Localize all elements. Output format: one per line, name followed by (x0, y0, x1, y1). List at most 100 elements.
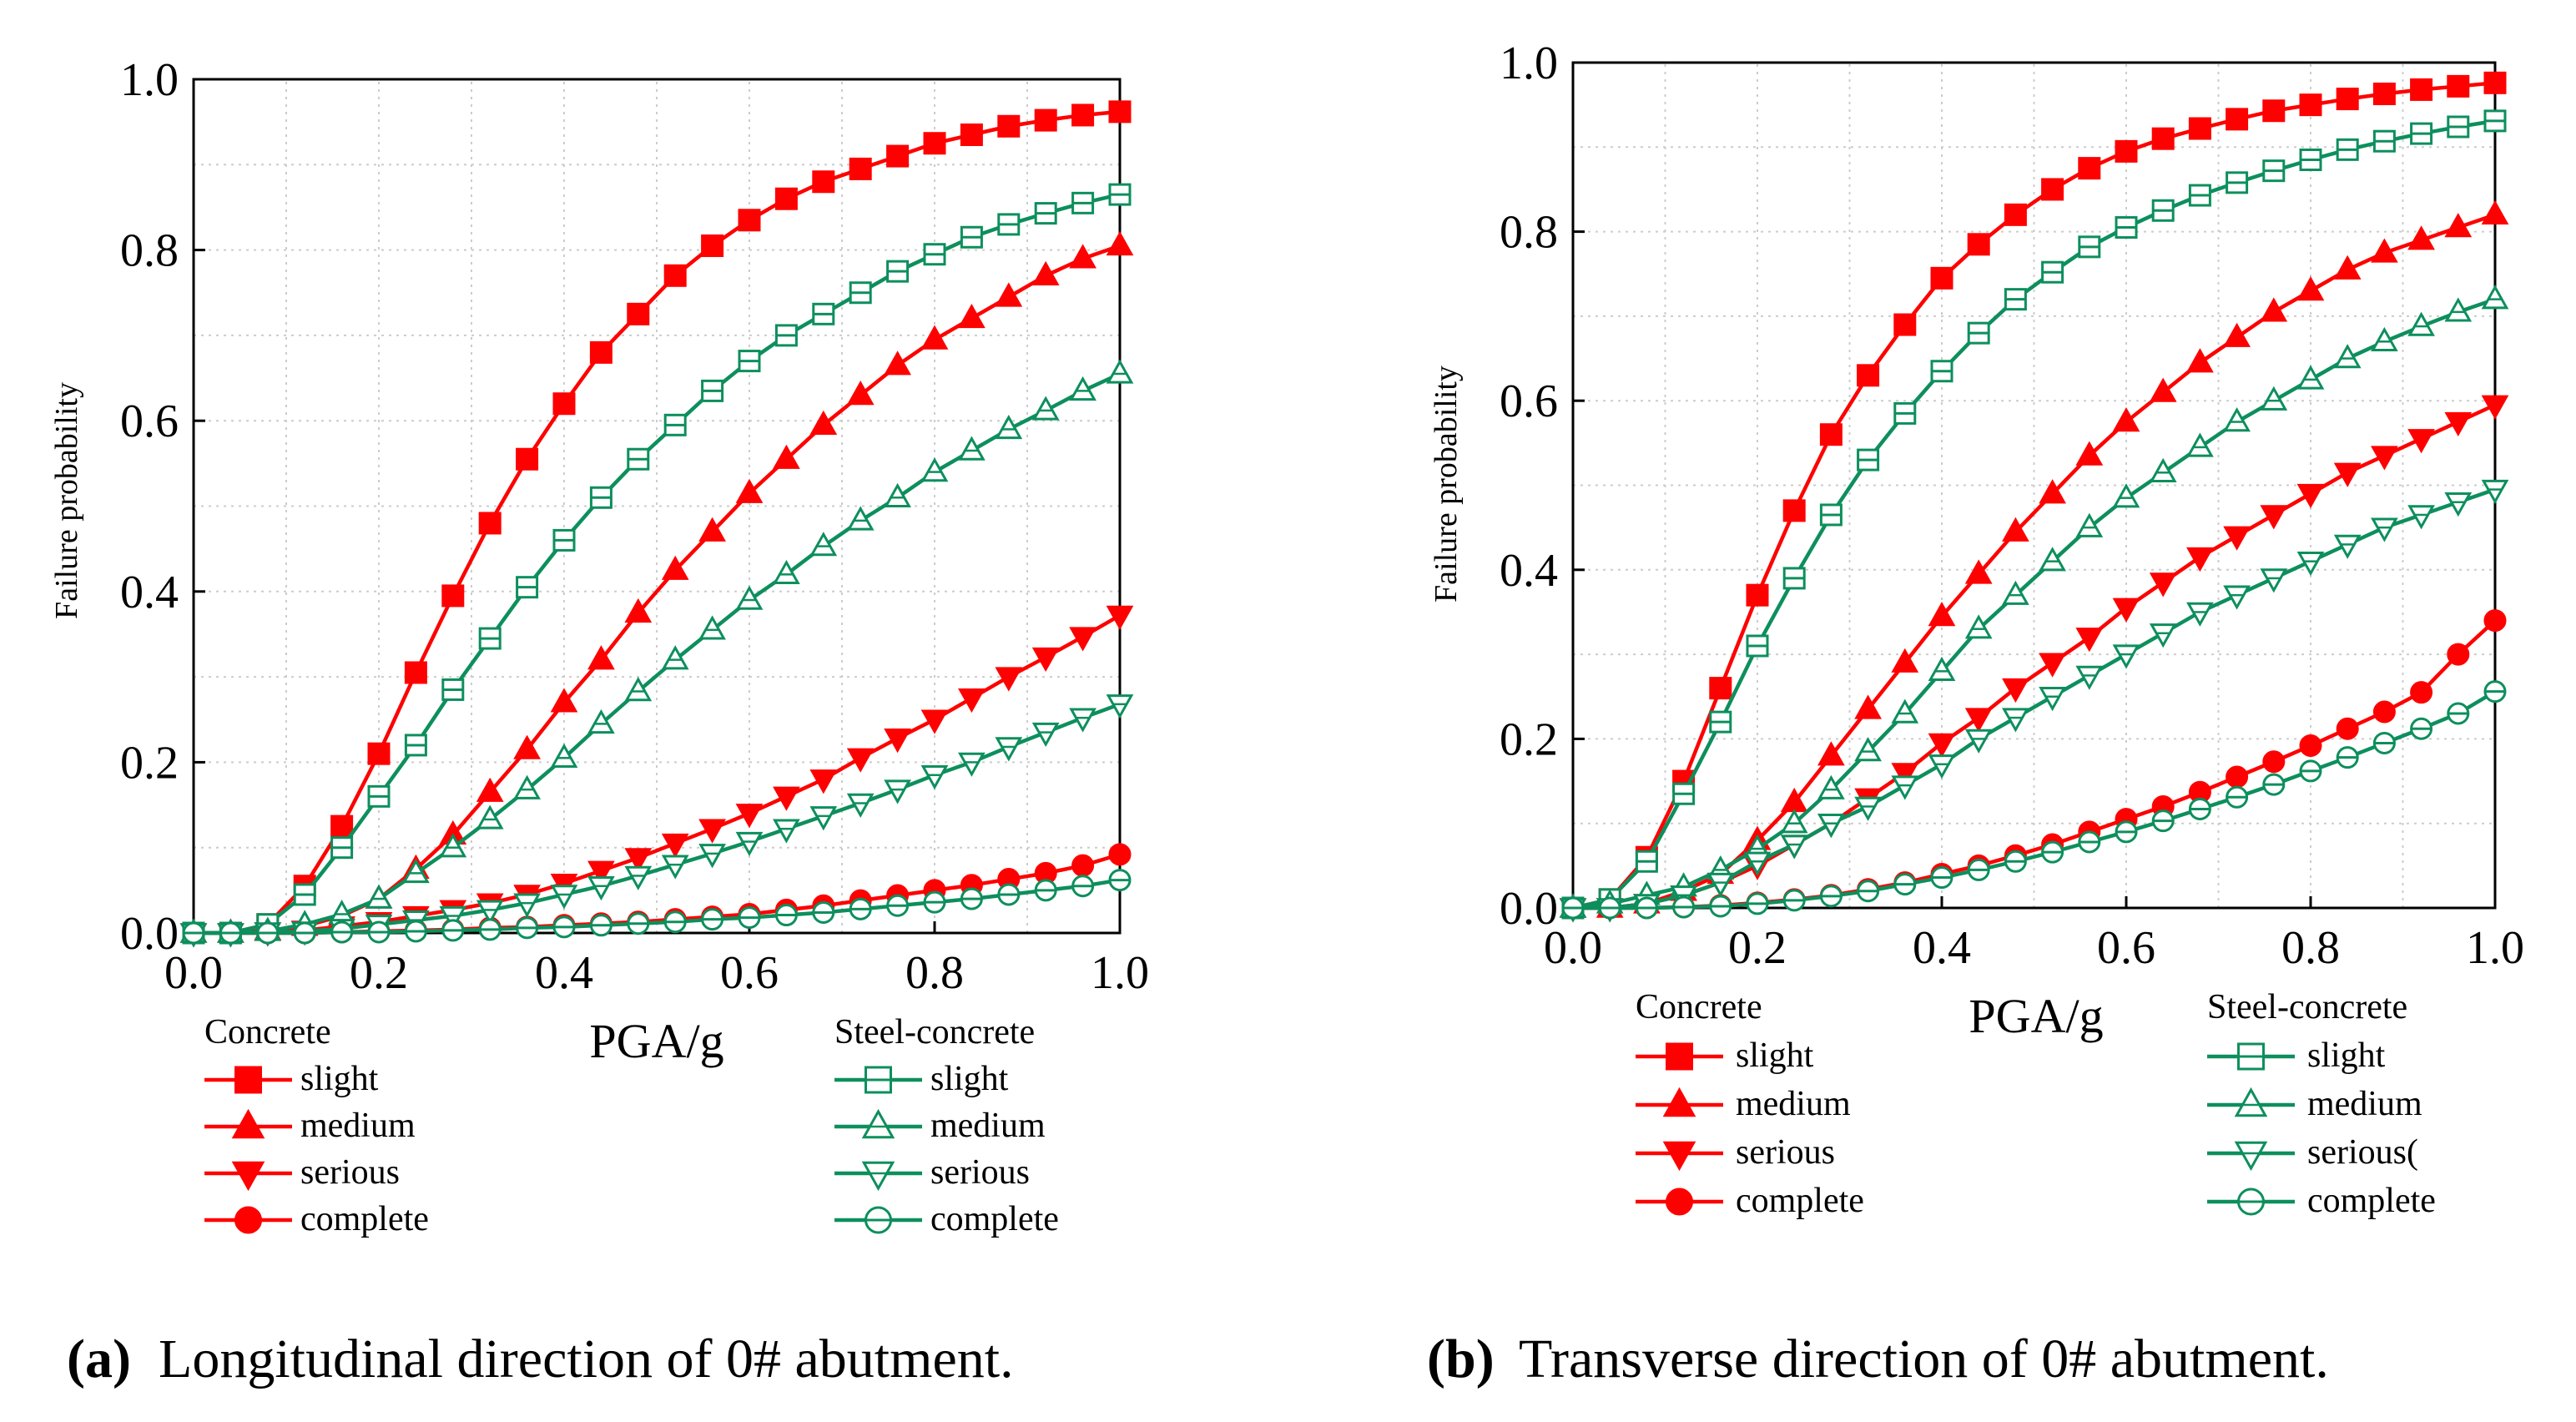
b-legend-label-3: complete (1736, 1182, 1864, 1220)
a-legend-label-0: slight (300, 1060, 379, 1098)
a-point-steel-medium (1106, 359, 1134, 384)
b-point-concrete-slight (2336, 88, 2359, 111)
b-point-concrete-medium (1891, 648, 1919, 673)
a-point-concrete-slight (367, 742, 391, 765)
b-point-concrete-serious (1928, 733, 1956, 758)
b-legend-label-3: complete (2307, 1182, 2436, 1220)
b-point-concrete-medium (1854, 694, 1882, 719)
b-x-tick-label: 0.4 (1913, 922, 1971, 974)
b-point-concrete-medium (2260, 297, 2288, 322)
a-point-steel-medium (958, 436, 986, 461)
a-legend-label-3: complete (300, 1200, 429, 1238)
b-point-concrete-serious (2407, 429, 2435, 454)
b-point-steel-medium (2039, 547, 2066, 572)
a-x-tick-label: 0.8 (905, 947, 964, 999)
b-legend-marker-3 (1666, 1188, 1693, 1216)
b-point-concrete-slight (2483, 71, 2507, 94)
a-x-tick-label: 1.0 (1091, 947, 1149, 999)
caption-a-letter: a (85, 1329, 113, 1389)
caption-a-text: Longitudinal direction of 0# abutment. (159, 1329, 1014, 1389)
a-y-tick-label: 0.8 (120, 225, 179, 277)
b-point-steel-medium (1928, 656, 1956, 682)
a-point-steel-serious (735, 831, 764, 857)
a-point-steel-serious (476, 900, 504, 925)
a-point-steel-medium (846, 506, 875, 531)
a-legend-heading-concrete: Concrete (204, 1013, 331, 1051)
b-point-steel-serious (1964, 729, 1993, 754)
a-point-steel-medium (995, 414, 1023, 440)
a-point-concrete-serious (809, 769, 838, 794)
b-point-concrete-complete (2299, 734, 2322, 758)
a-point-concrete-serious (624, 848, 653, 873)
a-point-concrete-medium (884, 350, 911, 376)
b-point-concrete-serious (2039, 653, 2066, 678)
a-legend-label-1: medium (930, 1107, 1046, 1145)
b-point-concrete-slight (1746, 583, 1769, 607)
b-point-steel-serious (2112, 644, 2140, 669)
b-point-concrete-complete (2447, 643, 2470, 666)
a-point-steel-medium (439, 833, 467, 858)
b-legend-label-1: medium (1736, 1085, 1851, 1123)
a-point-steel-serious (513, 893, 541, 918)
a-point-concrete-medium (661, 555, 689, 580)
b-point-concrete-serious (2002, 678, 2029, 703)
a-x-tick-label: 0.0 (164, 947, 223, 999)
b-point-steel-serious (2149, 623, 2177, 648)
a-point-concrete-medium (587, 645, 615, 670)
caption-b-label: (b) (1427, 1329, 1495, 1389)
a-point-steel-serious (661, 855, 689, 880)
a-point-concrete-slight (589, 340, 612, 364)
b-point-steel-medium (2186, 432, 2214, 457)
b-point-steel-serious (2481, 479, 2509, 505)
b-point-concrete-medium (2481, 199, 2509, 225)
a-point-steel-serious (1106, 694, 1134, 719)
b-point-steel-medium (1891, 698, 1919, 724)
b-point-concrete-medium (1928, 602, 1956, 627)
a-point-concrete-serious (661, 833, 689, 859)
a-point-steel-medium (698, 615, 726, 640)
b-point-steel-medium (2223, 407, 2251, 432)
b-point-concrete-complete (2262, 750, 2286, 774)
a-point-steel-serious (958, 752, 986, 777)
a-legend-marker-3 (234, 1206, 262, 1234)
b-point-steel-medium (2075, 512, 2104, 537)
a-point-steel-serious (587, 876, 615, 901)
b-point-concrete-slight (1857, 364, 1880, 387)
a-point-steel-serious (846, 793, 875, 818)
a-point-concrete-slight (441, 584, 465, 608)
a-point-concrete-serious (995, 667, 1023, 692)
a-point-steel-serious (995, 737, 1023, 762)
a-point-steel-serious (698, 844, 726, 869)
a-point-concrete-medium (809, 410, 838, 436)
b-point-concrete-slight (1967, 233, 1990, 256)
b-point-concrete-slight (2299, 93, 2322, 117)
a-point-concrete-medium (476, 777, 504, 802)
b-point-concrete-complete (2372, 700, 2396, 724)
b-legend-marker-0 (1666, 1042, 1693, 1071)
a-point-concrete-serious (698, 819, 726, 844)
b-point-concrete-serious (1964, 708, 1993, 733)
a-x-axis-label: PGA/g (589, 1014, 723, 1068)
a-point-concrete-slight (330, 814, 354, 838)
a-point-steel-serious (920, 765, 949, 790)
b-point-steel-medium (2296, 365, 2325, 390)
b-y-tick-label: 1.0 (1500, 38, 1558, 89)
b-point-steel-serious (2296, 551, 2325, 577)
b-point-steel-serious (1854, 796, 1882, 821)
b-point-concrete-slight (2188, 117, 2211, 140)
b-point-steel-serious (2260, 568, 2288, 593)
b-point-concrete-medium (2039, 479, 2066, 504)
b-point-concrete-slight (1893, 313, 1917, 336)
a-point-concrete-slight (812, 170, 835, 194)
b-point-steel-serious (1928, 754, 1956, 779)
b-point-steel-medium (2149, 457, 2177, 483)
b-point-steel-medium (2112, 483, 2140, 508)
b-x-tick-label: 1.0 (2466, 922, 2524, 974)
a-point-concrete-complete (1071, 854, 1095, 877)
b-point-concrete-medium (2002, 517, 2029, 542)
a-legend-label-2: serious (930, 1153, 1030, 1192)
b-point-steel-serious (2223, 585, 2251, 610)
a-legend-label-0: slight (930, 1060, 1009, 1098)
a-legend-marker-0 (234, 1066, 262, 1094)
a-point-concrete-medium (513, 734, 541, 759)
